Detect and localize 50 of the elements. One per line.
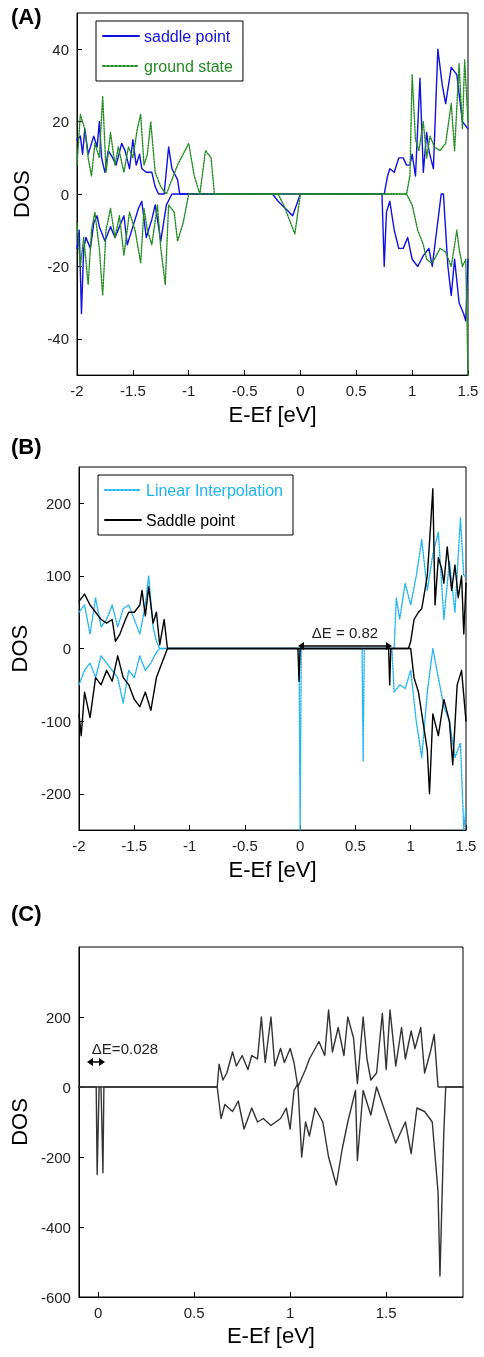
x-tick-label: 0.5 bbox=[345, 837, 366, 855]
legend-label: saddle point bbox=[144, 27, 231, 45]
x-axis-title: E-Ef [eV] bbox=[228, 856, 317, 882]
y-axis-title: DOS bbox=[6, 1098, 32, 1146]
y-tick-label: 200 bbox=[45, 1008, 71, 1026]
x-tick-label: 1.5 bbox=[375, 1304, 397, 1321]
x-tick-label: -1 bbox=[182, 837, 197, 855]
legend-label: Linear Interpolation bbox=[146, 481, 283, 499]
y-tick-label: 0 bbox=[62, 1078, 71, 1096]
y-tick-label: 40 bbox=[52, 40, 69, 58]
x-axis-title: E-Ef [eV] bbox=[228, 401, 317, 427]
chart-title: (A) bbox=[11, 3, 42, 29]
annotation: ΔE = 0.82 bbox=[311, 624, 379, 641]
y-tick-label: -200 bbox=[40, 785, 71, 803]
y-tick-label: -400 bbox=[40, 1218, 71, 1236]
x-tick-label: -2 bbox=[70, 382, 84, 400]
y-tick-label: 0 bbox=[60, 185, 69, 203]
x-tick-label: 1.5 bbox=[457, 382, 479, 400]
x-tick-label: -0.5 bbox=[231, 382, 258, 400]
x-tick-label: 0 bbox=[93, 1304, 103, 1321]
y-axis-title: DOS bbox=[6, 624, 32, 673]
x-tick-label: 0.5 bbox=[183, 1304, 205, 1321]
x-tick-label: 0 bbox=[296, 382, 305, 400]
y-tick-label: 20 bbox=[52, 113, 69, 131]
x-tick-label: 1 bbox=[285, 1304, 295, 1321]
legend-label: Saddle point bbox=[146, 511, 236, 529]
x-tick-label: 1.5 bbox=[455, 837, 477, 855]
x-tick-label: 1 bbox=[406, 837, 415, 855]
x-tick-label: -1 bbox=[182, 382, 196, 400]
x-tick-label: -1.5 bbox=[119, 382, 146, 400]
y-tick-label: 200 bbox=[45, 494, 71, 512]
x-axis-title: E-Ef [eV] bbox=[226, 1323, 315, 1349]
y-tick-label: -200 bbox=[40, 1148, 71, 1166]
y-tick-label: 0 bbox=[62, 640, 71, 658]
chart-title: (C) bbox=[11, 900, 42, 926]
y-tick-label: -40 bbox=[47, 330, 69, 348]
y-tick-label: -100 bbox=[40, 712, 71, 730]
x-tick-label: 1 bbox=[407, 382, 417, 400]
y-tick-label: -20 bbox=[47, 257, 69, 275]
x-tick-label: 0 bbox=[295, 837, 305, 855]
legend-label: ground state bbox=[144, 57, 234, 75]
x-tick-label: -2 bbox=[72, 837, 86, 855]
x-tick-label: -1.5 bbox=[121, 837, 148, 855]
y-tick-label: 100 bbox=[45, 567, 71, 585]
y-axis-title: DOS bbox=[8, 170, 34, 218]
chart-title: (B) bbox=[11, 433, 42, 459]
x-tick-label: 0.5 bbox=[345, 382, 367, 400]
annotation: ΔE=0.028 bbox=[91, 1040, 159, 1057]
x-tick-label: -0.5 bbox=[231, 837, 258, 855]
y-tick-label: -600 bbox=[40, 1288, 71, 1306]
